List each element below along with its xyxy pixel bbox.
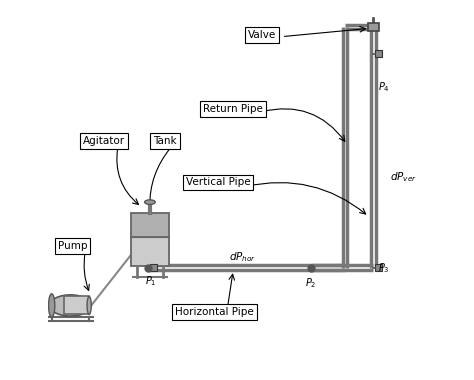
FancyBboxPatch shape bbox=[150, 264, 157, 271]
FancyBboxPatch shape bbox=[375, 50, 382, 57]
Text: $dP_{ver}$: $dP_{ver}$ bbox=[390, 170, 417, 184]
Text: $P_3$: $P_3$ bbox=[378, 261, 390, 275]
Text: Horizontal Pipe: Horizontal Pipe bbox=[175, 307, 254, 317]
Text: Valve: Valve bbox=[247, 30, 276, 40]
Ellipse shape bbox=[145, 200, 155, 204]
Text: $dP_{hor}$: $dP_{hor}$ bbox=[229, 250, 256, 264]
Ellipse shape bbox=[50, 295, 91, 316]
Text: Tank: Tank bbox=[153, 136, 177, 146]
Text: $P_2$: $P_2$ bbox=[305, 276, 317, 290]
Text: Agitator: Agitator bbox=[82, 136, 125, 146]
FancyBboxPatch shape bbox=[64, 296, 89, 315]
Text: $P_1$: $P_1$ bbox=[146, 274, 157, 288]
FancyBboxPatch shape bbox=[368, 24, 379, 31]
Ellipse shape bbox=[87, 296, 91, 315]
FancyBboxPatch shape bbox=[131, 213, 169, 237]
Text: Vertical Pipe: Vertical Pipe bbox=[186, 177, 250, 187]
FancyBboxPatch shape bbox=[375, 264, 382, 271]
Text: Return Pipe: Return Pipe bbox=[203, 104, 263, 114]
Ellipse shape bbox=[48, 294, 55, 317]
Text: Pump: Pump bbox=[57, 241, 87, 251]
Text: $P_4$: $P_4$ bbox=[378, 80, 390, 93]
FancyBboxPatch shape bbox=[131, 237, 169, 266]
